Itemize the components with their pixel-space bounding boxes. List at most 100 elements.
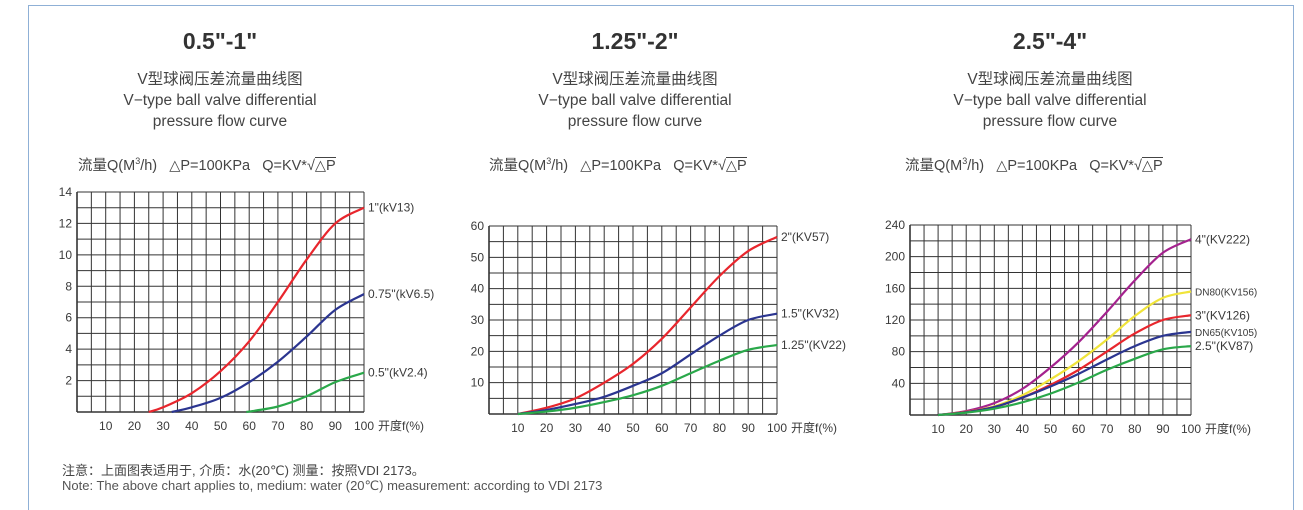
y-tick-label: 40 (471, 282, 485, 296)
y-tick-label: 60 (471, 219, 485, 233)
y-tick-label: 10 (59, 248, 73, 262)
formula-root: △P (314, 157, 336, 174)
x-tick-label: 20 (960, 422, 974, 436)
x-tick-label: 100 (354, 419, 374, 433)
series-line (517, 343, 778, 416)
note-en: Note: The above chart applies to, medium… (62, 478, 603, 493)
y-tick-label: 20 (471, 344, 485, 358)
flow-formula: 流量Q(M3/h) △P=100KPa Q=KV*√△P (905, 156, 1163, 174)
panel-subtitle-cn: V型球阀压差流量曲线图 (552, 71, 718, 88)
flow-formula: 流量Q(M3/h) △P=100KPa Q=KV*√△P (78, 156, 336, 174)
x-tick-label: 70 (1100, 422, 1114, 436)
panel-2: 2.5"-4" V型球阀压差流量曲线图 V−type ball valve di… (850, 0, 1250, 440)
x-tick-label: 40 (185, 419, 199, 433)
x-tick-label: 40 (598, 421, 612, 435)
x-axis-label: 开度f(%) (378, 418, 424, 433)
y-tick-label: 30 (471, 313, 485, 327)
panel-subtitle-en-line1: V−type ball valve differential (538, 92, 732, 109)
x-tick-label: 50 (214, 419, 228, 433)
x-tick-label: 90 (742, 421, 756, 435)
x-tick-label: 60 (1072, 422, 1086, 436)
y-tick-label: 240 (885, 218, 905, 232)
series-label: 3"(KV126) (1195, 308, 1250, 322)
x-tick-label: 10 (931, 422, 945, 436)
x-tick-label: 80 (1128, 422, 1142, 436)
pressure-diff: △P=100KPa (996, 158, 1078, 174)
formula-root: △P (725, 157, 747, 174)
flow-label: 流量Q(M (905, 158, 963, 174)
y-tick-label: 14 (59, 185, 73, 199)
series-line (517, 312, 778, 416)
formula-q: Q=KV* (262, 158, 307, 174)
x-tick-label: 20 (540, 421, 554, 435)
series-label: 2"(KV57) (781, 230, 829, 244)
y-tick-label: 120 (885, 313, 905, 327)
page-frame (28, 5, 1294, 510)
x-tick-label: 10 (99, 419, 113, 433)
flow-unit: /h) (967, 158, 985, 174)
x-tick-label: 80 (713, 421, 727, 435)
flow-label: 流量Q(M (489, 158, 547, 174)
flow-formula: 流量Q(M3/h) △P=100KPa Q=KV*√△P (489, 156, 747, 174)
panel-heading: 1.25"-2" (591, 28, 679, 54)
series-label: DN65(KV105) (1195, 328, 1257, 339)
x-tick-label: 30 (156, 419, 170, 433)
series-label: 1.5"(KV32) (781, 307, 839, 321)
x-tick-label: 60 (243, 419, 257, 433)
y-tick-label: 50 (471, 250, 485, 264)
panel-subtitle-en-line1: V−type ball valve differential (953, 92, 1147, 109)
panel-subtitle-en-line1: V−type ball valve differential (123, 92, 317, 109)
x-tick-label: 80 (300, 419, 314, 433)
series-label: 2.5"(KV87) (1195, 339, 1253, 353)
series-line (246, 371, 365, 414)
panel-0: 0.5"-1" V型球阀压差流量曲线图 V−type ball valve di… (20, 0, 420, 440)
y-tick-label: 4 (65, 342, 72, 356)
series-line (171, 293, 365, 414)
x-tick-label: 70 (684, 421, 698, 435)
series-line (517, 235, 778, 416)
y-tick-label: 2 (65, 374, 72, 388)
pressure-diff: △P=100KPa (169, 158, 251, 174)
series-line (938, 345, 1192, 417)
flow-unit-sup: 3 (962, 156, 968, 167)
x-tick-label: 90 (329, 419, 343, 433)
series-label: 4"(KV222) (1195, 232, 1250, 246)
note-cn: 注意：上面图表适用于, 介质：水(20℃) 测量：按照VDI 2173。 (62, 463, 425, 478)
series-label: DN80(KV156) (1195, 288, 1257, 299)
panel-subtitle-cn: V型球阀压差流量曲线图 (967, 71, 1133, 88)
series-label: 1.25"(KV22) (781, 338, 846, 352)
pressure-diff: △P=100KPa (580, 158, 662, 174)
x-axis-label: 开度f(%) (1205, 421, 1251, 436)
x-tick-label: 10 (511, 421, 525, 435)
y-tick-label: 12 (59, 216, 73, 230)
flow-unit: /h) (551, 158, 569, 174)
formula-q: Q=KV* (673, 158, 718, 174)
y-tick-label: 80 (892, 345, 906, 359)
flow-unit-sup: 3 (135, 156, 141, 167)
x-tick-label: 90 (1156, 422, 1170, 436)
series-label: 1"(kV13) (368, 201, 414, 215)
panel-heading: 0.5"-1" (182, 28, 258, 54)
x-tick-label: 20 (128, 419, 142, 433)
panel-subtitle-en-line2: pressure flow curve (567, 113, 703, 130)
series-label: 0.75"(kV6.5) (368, 287, 434, 301)
y-tick-label: 6 (65, 311, 72, 325)
x-tick-label: 30 (569, 421, 583, 435)
x-axis-label: 开度f(%) (791, 420, 837, 435)
x-tick-label: 40 (1016, 422, 1030, 436)
panel-subtitle-en-line2: pressure flow curve (982, 113, 1118, 130)
y-tick-label: 200 (885, 250, 905, 264)
formula-root: △P (1141, 157, 1163, 174)
x-tick-label: 100 (1181, 422, 1201, 436)
series-line (937, 238, 1192, 417)
y-tick-label: 40 (892, 376, 906, 390)
x-tick-label: 50 (1044, 422, 1058, 436)
x-tick-label: 100 (767, 421, 787, 435)
y-tick-label: 160 (885, 281, 905, 295)
x-tick-label: 50 (626, 421, 640, 435)
formula-q: Q=KV* (1089, 158, 1134, 174)
panel-1: 1.25"-2" V型球阀压差流量曲线图 V−type ball valve d… (435, 0, 835, 440)
